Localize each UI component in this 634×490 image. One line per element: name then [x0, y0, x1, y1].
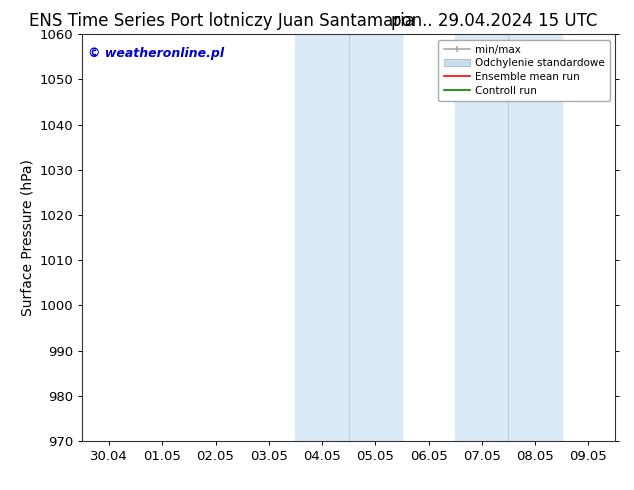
Legend: min/max, Odchylenie standardowe, Ensemble mean run, Controll run: min/max, Odchylenie standardowe, Ensembl…: [438, 40, 610, 101]
Y-axis label: Surface Pressure (hPa): Surface Pressure (hPa): [20, 159, 34, 316]
Text: ENS Time Series Port lotniczy Juan Santamaria: ENS Time Series Port lotniczy Juan Santa…: [29, 12, 415, 30]
Text: pon.. 29.04.2024 15 UTC: pon.. 29.04.2024 15 UTC: [391, 12, 598, 30]
Bar: [455, 34, 562, 441]
Bar: [295, 34, 402, 441]
Text: © weatheronline.pl: © weatheronline.pl: [87, 47, 224, 59]
